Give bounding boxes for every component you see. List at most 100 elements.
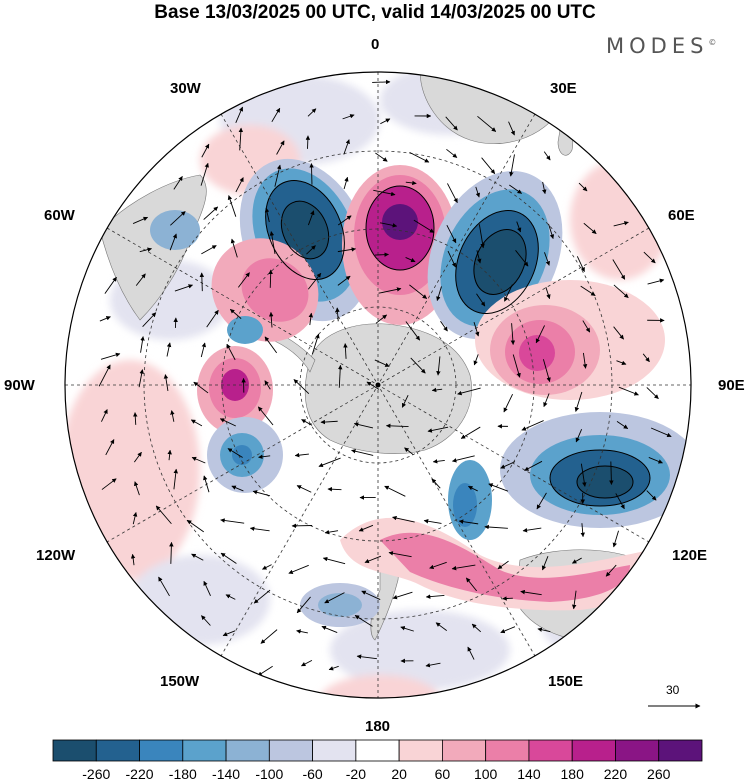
colorbar-swatch [225,739,270,762]
wind-vector-arrow [543,393,550,408]
wind-vector-arrow [451,455,475,463]
wind-vector-arrow [488,483,509,492]
wind-vector-arrow [200,162,209,186]
wind-vector-arrow [101,409,108,422]
wind-vector-arrow [337,275,351,286]
wind-vector-arrow [612,259,626,280]
wind-vector-arrow [545,286,551,300]
wind-vector-arrow [440,321,448,332]
wind-vector-arrow [227,195,237,217]
wind-vector-arrow [201,245,217,255]
wind-vector-arrow [613,284,629,299]
negative-anomaly-100w [207,417,283,493]
wind-vector-arrow [309,163,314,185]
wind-vector-arrow [580,285,596,296]
wind-vector-arrow [260,629,278,644]
wind-vector-arrow [170,410,175,422]
colorbar-swatch [398,739,443,762]
wind-vector-arrow [321,625,338,633]
wind-vector-arrow [646,387,659,400]
wind-vector-arrow [296,629,308,634]
colorbar-tick-label: -180 [168,766,197,782]
wind-vector-arrow [475,186,481,198]
wind-vector-arrow [100,352,121,360]
wind-vector-arrow [500,626,516,634]
wind-vector-arrow [343,176,349,190]
colorbar-tick-label: 20 [391,766,407,782]
wind-vector-arrow [425,662,441,668]
wind-vector-arrow [307,272,322,290]
wind-vector-arrow [199,272,205,292]
wind-vector-arrow [504,284,513,302]
wind-vector-arrow [647,278,665,285]
colorbar [52,739,703,762]
wind-vector-arrow [400,626,414,632]
wind-vector-arrow [650,427,672,438]
wind-vector-arrow [132,512,138,525]
wind-vector-arrow [174,284,193,292]
colorbar-tick-label: 100 [473,766,498,782]
lon-label-180: 180 [365,718,391,735]
wind-vector-arrow [535,325,545,344]
colorbar-tick-label: 260 [647,766,671,782]
wind-vector-arrow [324,529,339,535]
wind-vector-arrow [575,429,583,443]
wind-vector-arrow [468,485,478,492]
wind-vector-arrow [481,157,496,175]
map-disk [65,72,691,698]
wind-vector-arrow [423,519,442,524]
wind-vector-arrow [520,589,542,596]
wind-vector-arrow [353,422,374,429]
wind-vector-arrow [541,556,549,571]
wind-vector-arrow [436,356,441,376]
wind-vector-arrow [522,527,542,533]
lon-label-0: 0 [371,36,380,53]
wind-vector-arrow [356,654,377,660]
antarctica [304,323,472,454]
wind-vector-arrow [366,381,380,390]
negative-anomaly-110e [448,412,691,540]
wind-vector-arrow [615,493,625,510]
positive-anomaly-band-130e [340,517,654,611]
wind-vector-arrow [432,459,445,464]
wind-vector-arrow [431,387,443,393]
wind-vector-arrow [571,590,577,610]
wind-vector-arrow [133,412,138,425]
wind-vector-arrow [191,553,204,561]
wind-vector-arrow [361,590,381,600]
wind-vector-arrow [503,393,513,413]
wind-vector-arrow [343,139,350,155]
wind-vector-arrow [311,333,320,355]
wind-vector-arrow [378,287,402,294]
wind-vector-arrow [257,665,273,677]
wind-vector-arrow [618,386,639,396]
lon-label-150w: 150W [160,673,200,690]
wind-vector-arrow [612,530,619,548]
wind-vector-arrow [253,589,271,604]
wind-vector-arrow [379,222,398,228]
wind-vector-arrow [613,326,624,340]
wind-vector-arrow [201,143,210,158]
wind-vector-arrow [98,364,111,387]
wind-vector-arrow [388,551,412,558]
wind-vector-arrow [465,577,477,592]
colorbar-tick-label: 60 [434,766,451,782]
wind-vector-arrow [166,342,172,357]
wind-vector-arrow [262,564,272,570]
wind-vector-arrow [268,311,274,328]
colorbar-tick-label: 140 [517,766,541,782]
wind-vector-arrow [512,354,521,378]
wind-vector-arrow [193,381,209,394]
wind-vector-arrow [542,181,547,195]
wind-vector-arrow [451,564,476,571]
wind-vector-arrow [646,490,657,501]
wind-vector-arrow [458,519,479,525]
wind-vector-arrow [477,115,497,132]
wind-vector-arrow [307,210,315,226]
wind-vector-arrow [130,553,136,566]
colorbar-tick-label: 220 [603,766,628,782]
wind-vector-arrow [616,420,629,429]
wind-vector-arrow [288,564,309,574]
wind-vector-arrow [524,460,543,471]
wind-vector-arrow [301,419,313,426]
